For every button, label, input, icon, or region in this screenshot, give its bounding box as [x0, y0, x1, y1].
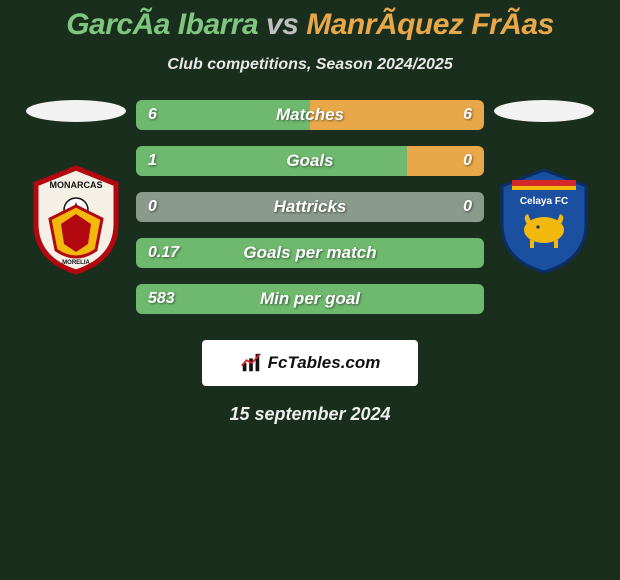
title-vs: vs	[266, 8, 298, 41]
root: GarcÃ­a Ibarra vs ManrÃ­quez FrÃ­as Club…	[0, 0, 620, 425]
svg-text:Celaya FC: Celaya FC	[520, 196, 568, 207]
crest-right: Celaya FC	[494, 164, 594, 276]
stat-bar: 0.17Goals per match	[136, 238, 484, 268]
stat-bar: 10Goals	[136, 146, 484, 176]
left-column: MONARCAS MORELIA	[26, 100, 126, 276]
stat-bar: 66Matches	[136, 100, 484, 130]
date-line: 15 september 2024	[0, 404, 620, 425]
celaya-crest-icon: Celaya FC	[494, 164, 594, 276]
bar-label: Matches	[136, 100, 484, 130]
title-right-name: ManrÃ­quez FrÃ­as	[306, 8, 554, 41]
crest-left: MONARCAS MORELIA	[26, 164, 126, 276]
badge-text: FcTables.com	[268, 353, 381, 373]
rating-pill-left	[26, 100, 126, 122]
bar-label: Min per goal	[136, 284, 484, 314]
svg-text:MORELIA: MORELIA	[62, 260, 90, 266]
stat-bar: 00Hattricks	[136, 192, 484, 222]
right-column: Celaya FC	[494, 100, 594, 276]
monarcas-crest-icon: MONARCAS MORELIA	[26, 164, 126, 276]
stat-bar: 583Min per goal	[136, 284, 484, 314]
bar-label: Goals per match	[136, 238, 484, 268]
bar-label: Goals	[136, 146, 484, 176]
page-title: GarcÃ­a Ibarra vs ManrÃ­quez FrÃ­as	[0, 8, 620, 42]
rating-pill-right	[494, 100, 594, 122]
title-left-name: GarcÃ­a Ibarra	[66, 8, 258, 41]
bar-label: Hattricks	[136, 192, 484, 222]
svg-text:MONARCAS: MONARCAS	[50, 180, 103, 190]
main-row: MONARCAS MORELIA 66Matches 10Goals 00Hattr…	[0, 100, 620, 330]
fctables-badge[interactable]: FcTables.com	[202, 340, 418, 386]
bar-chart-icon	[240, 352, 262, 374]
subtitle: Club competitions, Season 2024/2025	[0, 56, 620, 74]
bars-column: 66Matches 10Goals 00Hattricks 0.17Goals per…	[136, 100, 484, 330]
